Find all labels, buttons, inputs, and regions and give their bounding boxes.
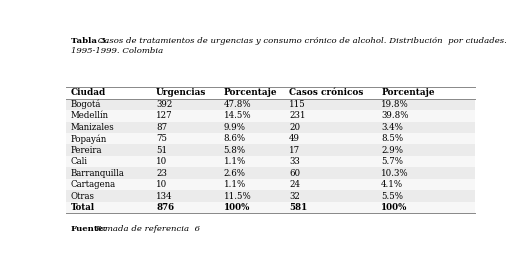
Text: 876: 876 — [156, 203, 174, 212]
Text: Otras: Otras — [71, 192, 95, 201]
Text: 5.8%: 5.8% — [223, 146, 246, 155]
Text: 2.9%: 2.9% — [381, 146, 403, 155]
Text: Casos crónicos: Casos crónicos — [289, 89, 363, 97]
Text: 4.1%: 4.1% — [381, 180, 403, 189]
Bar — [66, 167, 475, 179]
Text: 47.8%: 47.8% — [223, 100, 251, 109]
Text: 87: 87 — [156, 123, 167, 132]
Bar — [66, 144, 475, 156]
Text: 19.8%: 19.8% — [381, 100, 409, 109]
Text: 10.3%: 10.3% — [381, 169, 409, 178]
Text: Casos de tratamientos de urgencias y consumo crónico de alcohol. Distribución  p: Casos de tratamientos de urgencias y con… — [95, 37, 506, 45]
Text: Cali: Cali — [71, 157, 88, 166]
Text: 392: 392 — [156, 100, 173, 109]
Text: 60: 60 — [289, 169, 300, 178]
Text: 8.5%: 8.5% — [381, 134, 403, 143]
Text: 20: 20 — [289, 123, 300, 132]
Bar — [66, 122, 475, 133]
Bar — [66, 190, 475, 202]
Text: 32: 32 — [289, 192, 300, 201]
Text: Tabla 3.: Tabla 3. — [71, 37, 109, 45]
Text: 5.7%: 5.7% — [381, 157, 403, 166]
Text: 100%: 100% — [381, 203, 408, 212]
Text: Popayán: Popayán — [71, 134, 107, 143]
Text: 581: 581 — [289, 203, 307, 212]
Text: 51: 51 — [156, 146, 167, 155]
Text: 8.6%: 8.6% — [223, 134, 246, 143]
Text: Medellín: Medellín — [71, 111, 109, 120]
Text: Pereira: Pereira — [71, 146, 102, 155]
Text: Manizales: Manizales — [71, 123, 115, 132]
Text: 3.4%: 3.4% — [381, 123, 403, 132]
Text: 39.8%: 39.8% — [381, 111, 409, 120]
Bar — [66, 110, 475, 122]
Bar — [66, 202, 475, 213]
Text: 9.9%: 9.9% — [223, 123, 246, 132]
Text: 1.1%: 1.1% — [223, 157, 246, 166]
Bar — [66, 156, 475, 167]
Text: 11.5%: 11.5% — [223, 192, 251, 201]
Text: 10: 10 — [156, 157, 167, 166]
Bar — [66, 99, 475, 110]
Text: Fuente:: Fuente: — [71, 226, 107, 234]
Text: Barranquilla: Barranquilla — [71, 169, 125, 178]
Text: 134: 134 — [156, 192, 173, 201]
Bar — [66, 133, 475, 144]
Text: Urgencias: Urgencias — [156, 89, 206, 97]
Text: 23: 23 — [156, 169, 167, 178]
Text: Cartagena: Cartagena — [71, 180, 116, 189]
Text: 2.6%: 2.6% — [223, 169, 246, 178]
Text: Tomada de referencia  6: Tomada de referencia 6 — [92, 226, 200, 234]
Text: 5.5%: 5.5% — [381, 192, 403, 201]
Text: 1.1%: 1.1% — [223, 180, 246, 189]
Text: 24: 24 — [289, 180, 300, 189]
Text: Porcentaje: Porcentaje — [223, 89, 277, 97]
Bar — [66, 87, 475, 99]
Bar — [66, 179, 475, 190]
Text: Total: Total — [71, 203, 95, 212]
Text: Bogotá: Bogotá — [71, 100, 101, 109]
Text: 127: 127 — [156, 111, 173, 120]
Text: 75: 75 — [156, 134, 167, 143]
Text: Ciudad: Ciudad — [71, 89, 106, 97]
Text: Porcentaje: Porcentaje — [381, 89, 435, 97]
Text: 14.5%: 14.5% — [223, 111, 251, 120]
Text: 17: 17 — [289, 146, 300, 155]
Text: 1995-1999. Colombia: 1995-1999. Colombia — [71, 47, 163, 55]
Text: 33: 33 — [289, 157, 300, 166]
Text: 100%: 100% — [223, 203, 250, 212]
Text: 49: 49 — [289, 134, 300, 143]
Text: 231: 231 — [289, 111, 306, 120]
Text: 115: 115 — [289, 100, 306, 109]
Text: 10: 10 — [156, 180, 167, 189]
